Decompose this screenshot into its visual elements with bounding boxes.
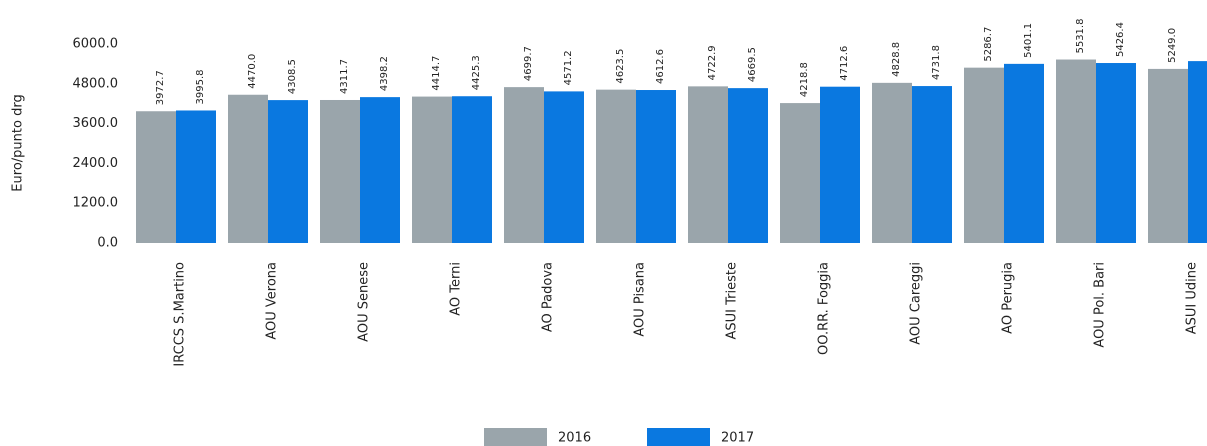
data-label: 4425.3 (471, 55, 482, 90)
x-tick-label: AO Perugia (1001, 262, 1016, 334)
bar (1148, 68, 1188, 243)
y-axis-label: Euro/punto drg (11, 94, 26, 191)
y-tick-label: 6000.0 (73, 37, 119, 52)
data-label: 4669.5 (747, 47, 758, 82)
bar (596, 89, 636, 243)
legend-swatch (647, 428, 710, 446)
bar (268, 100, 308, 244)
bar (228, 94, 268, 244)
data-label: 4308.5 (287, 59, 298, 94)
bar (1096, 63, 1136, 243)
bar (544, 91, 584, 243)
data-label: 4699.7 (523, 46, 534, 81)
data-label: 5286.7 (983, 27, 994, 62)
bar (452, 96, 492, 244)
x-tick-label: AOU Pol. Bari (1093, 262, 1108, 348)
data-label: 4218.8 (799, 62, 810, 97)
bar (412, 96, 452, 243)
data-label: 5401.1 (1023, 23, 1034, 58)
data-label: 4712.6 (839, 46, 850, 81)
x-tick-label: AO Terni (449, 262, 464, 316)
bar (688, 86, 728, 243)
x-tick-label: AOU Careggi (909, 262, 924, 345)
data-label: 5426.4 (1115, 22, 1126, 57)
bar (728, 88, 768, 243)
y-tick-label: 4800.0 (73, 76, 119, 91)
bar (780, 103, 820, 243)
data-label: 4828.8 (891, 42, 902, 77)
y-tick-label: 3600.0 (73, 116, 119, 131)
data-label: 5531.8 (1075, 19, 1086, 54)
x-tick-label: IRCCS S.Martino (173, 262, 188, 367)
y-tick-label: 2400.0 (73, 156, 119, 171)
bar (176, 110, 216, 244)
x-tick-label: ASUI Trieste (725, 262, 740, 339)
bar (1188, 61, 1207, 244)
x-tick-label: AO Padova (541, 262, 556, 332)
bar (504, 87, 544, 243)
bar (820, 86, 860, 244)
data-label: 5249.0 (1167, 28, 1178, 63)
x-tick-label: OO.RR. Foggia (817, 262, 832, 355)
legend-swatch (484, 428, 547, 446)
bar (320, 99, 360, 243)
x-tick-label: AOU Pisana (633, 262, 648, 337)
data-label: 4311.7 (339, 59, 350, 94)
bar (360, 97, 400, 243)
bar (1056, 59, 1096, 244)
data-label: 4571.2 (563, 50, 574, 85)
x-tick-label: AOU Verona (265, 262, 280, 340)
legend-label: 2016 (558, 431, 591, 446)
data-label: 4470.0 (247, 54, 258, 89)
bar (636, 90, 676, 243)
data-label: 4731.8 (931, 45, 942, 80)
data-label: 3995.8 (195, 69, 206, 104)
data-label: 4414.7 (431, 56, 442, 91)
bar (872, 82, 912, 243)
data-label: 4612.6 (655, 49, 666, 84)
data-label: 4722.9 (707, 45, 718, 80)
data-label: 4398.2 (379, 56, 390, 91)
x-tick-label: AOU Senese (357, 262, 372, 342)
data-label: 3972.7 (155, 70, 166, 105)
data-label: 4623.5 (615, 49, 626, 84)
bar (136, 111, 176, 243)
bar (912, 86, 952, 243)
bar (1004, 63, 1044, 243)
y-tick-label: 0.0 (97, 236, 118, 251)
legend-label: 2017 (721, 431, 754, 446)
bar (964, 67, 1004, 244)
y-tick-label: 1200.0 (73, 196, 119, 211)
x-tick-label: ASUI Udine (1185, 262, 1200, 334)
